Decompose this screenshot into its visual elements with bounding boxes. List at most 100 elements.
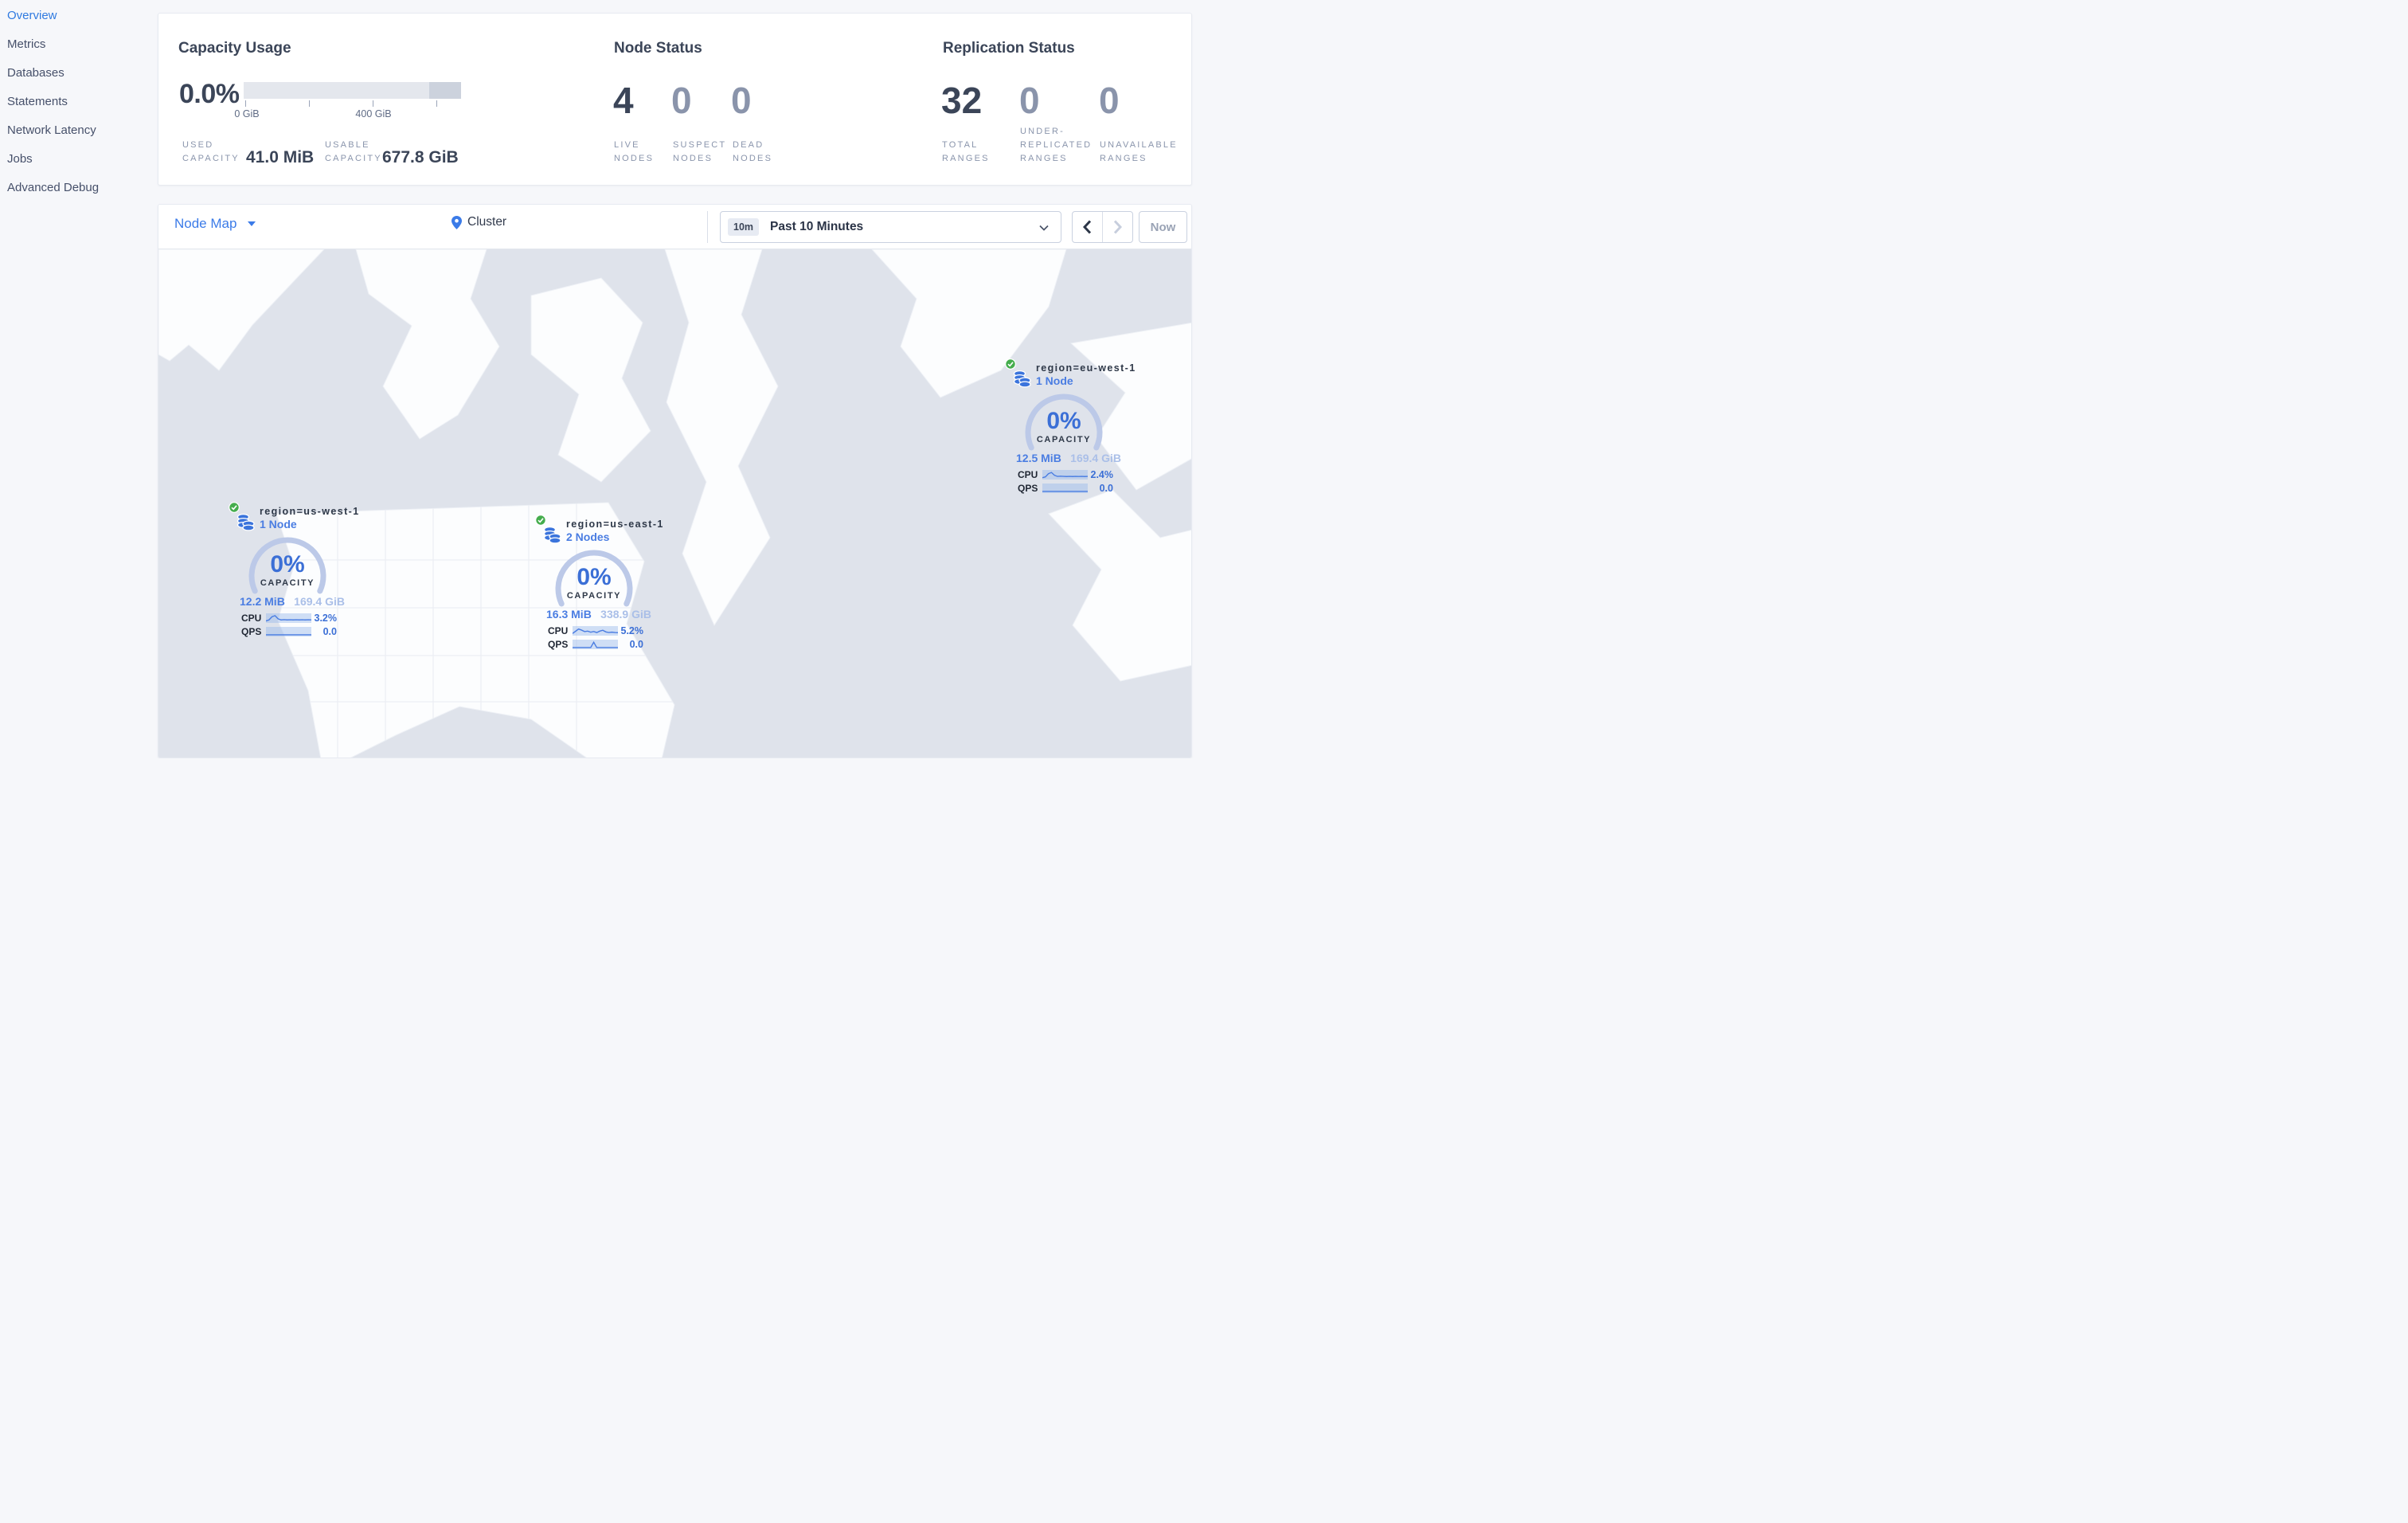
node-map: region=eu-west-1 1 Node 0% CAPACITY 12.5… bbox=[158, 249, 1191, 758]
toolbar-divider bbox=[707, 211, 708, 243]
sidebar-item-overview[interactable]: Overview bbox=[7, 9, 57, 22]
cpu-sparkline bbox=[573, 625, 618, 636]
map-pin-icon bbox=[452, 215, 462, 229]
cpu-label: CPU bbox=[1018, 468, 1038, 480]
capacity-bar bbox=[244, 82, 461, 99]
capacity-gauge-percent: 0% bbox=[270, 551, 305, 577]
previous-time-button[interactable] bbox=[1073, 212, 1102, 242]
suspect-nodes-label: SUSPECT NODES bbox=[673, 139, 727, 163]
axis-tick-label: 0 GiB bbox=[234, 108, 260, 119]
sidebar-item-databases[interactable]: Databases bbox=[7, 66, 64, 80]
sidebar-item-network-latency[interactable]: Network Latency bbox=[7, 123, 96, 137]
sidebar-item-metrics[interactable]: Metrics bbox=[7, 37, 46, 51]
cpu-sparkline bbox=[1042, 469, 1088, 480]
region-total-capacity: 169.4 GiB bbox=[1070, 452, 1121, 464]
capacity-gauge-percent: 0% bbox=[1046, 408, 1081, 434]
region-used-capacity: 16.3 MiB bbox=[546, 608, 592, 621]
node-map-card: Node Map Cluster 10m Past 10 Minutes bbox=[158, 204, 1192, 758]
capacity-usage-title: Capacity Usage bbox=[178, 40, 291, 57]
capacity-gauge-arc bbox=[248, 537, 326, 594]
qps-sparkline bbox=[573, 639, 618, 649]
live-nodes-label: LIVE NODES bbox=[614, 139, 655, 163]
total-ranges-count: 32 bbox=[941, 80, 983, 121]
under-replicated-ranges-count: 0 bbox=[1019, 80, 1040, 121]
sidebar-item-advanced-debug[interactable]: Advanced Debug bbox=[7, 181, 100, 194]
capacity-gauge: 0% CAPACITY bbox=[1022, 391, 1105, 452]
view-selector-dropdown[interactable]: Node Map bbox=[174, 216, 256, 232]
sidebar: Overview Metrics Databases Statements Ne… bbox=[0, 0, 158, 762]
qps-sparkline bbox=[1042, 483, 1088, 493]
cpu-label: CPU bbox=[548, 624, 569, 636]
capacity-bar-reserved-segment bbox=[429, 82, 461, 99]
total-ranges-label: TOTAL RANGES bbox=[942, 139, 990, 163]
database-stack-icon bbox=[236, 513, 256, 536]
next-time-button[interactable] bbox=[1102, 212, 1132, 242]
chevron-down-icon bbox=[1039, 225, 1049, 231]
capacity-gauge-percent: 0% bbox=[577, 564, 612, 590]
qps-value: 0.0 bbox=[322, 625, 337, 637]
chevron-left-icon bbox=[1083, 220, 1092, 234]
capacity-gauge-arc bbox=[1025, 393, 1103, 451]
capacity-gauge: 0% CAPACITY bbox=[246, 534, 329, 595]
healthy-check-icon bbox=[1005, 358, 1016, 374]
used-capacity-label: USED CAPACITY bbox=[182, 139, 240, 163]
capacity-gauge-arc bbox=[555, 550, 633, 607]
now-button[interactable]: Now bbox=[1139, 211, 1187, 243]
capacity-gauge-caption: CAPACITY bbox=[1036, 435, 1092, 444]
region-total-capacity: 338.9 GiB bbox=[600, 608, 651, 621]
region-label: region=eu-west-1 bbox=[1036, 362, 1136, 374]
caret-down-icon bbox=[248, 221, 256, 226]
healthy-check-icon bbox=[535, 515, 546, 530]
sidebar-item-statements[interactable]: Statements bbox=[7, 95, 68, 108]
healthy-check-icon bbox=[229, 502, 240, 517]
time-range-badge: 10m bbox=[728, 218, 760, 236]
sidebar-item-jobs[interactable]: Jobs bbox=[7, 152, 33, 166]
qps-label: QPS bbox=[1018, 482, 1038, 494]
world-map-graphic bbox=[158, 249, 1191, 758]
dead-nodes-label: DEAD NODES bbox=[733, 139, 773, 163]
qps-sparkline bbox=[266, 626, 311, 636]
qps-label: QPS bbox=[241, 625, 262, 637]
live-nodes-count: 4 bbox=[613, 80, 634, 121]
axis-tick bbox=[309, 100, 310, 107]
node-status-title: Node Status bbox=[614, 40, 702, 57]
unavailable-ranges-count: 0 bbox=[1099, 80, 1120, 121]
region-nodes-link[interactable]: 1 Node bbox=[260, 518, 297, 531]
region-used-capacity: 12.5 MiB bbox=[1016, 452, 1061, 464]
capacity-used-percent: 0.0% bbox=[179, 79, 240, 109]
chevron-right-icon bbox=[1113, 220, 1122, 234]
time-range-dropdown[interactable]: 10m Past 10 Minutes bbox=[720, 211, 1061, 243]
replication-status-title: Replication Status bbox=[943, 40, 1075, 57]
dead-nodes-count: 0 bbox=[731, 80, 752, 121]
region-total-capacity: 169.4 GiB bbox=[294, 595, 345, 608]
unavailable-ranges-label: UNAVAILABLE RANGES bbox=[1100, 139, 1178, 163]
region-label: region=us-east-1 bbox=[566, 519, 664, 530]
time-step-buttons bbox=[1072, 211, 1133, 243]
cpu-value: 2.4% bbox=[1090, 468, 1114, 480]
cpu-value: 3.2% bbox=[314, 612, 338, 624]
breadcrumb-label: Cluster bbox=[467, 215, 507, 229]
cpu-value: 5.2% bbox=[620, 624, 644, 636]
suspect-nodes-count: 0 bbox=[671, 80, 692, 121]
qps-label: QPS bbox=[548, 638, 569, 650]
region-nodes-link[interactable]: 1 Node bbox=[1036, 374, 1073, 387]
axis-tick bbox=[245, 100, 246, 107]
cpu-sparkline bbox=[266, 613, 311, 623]
qps-value: 0.0 bbox=[1099, 482, 1113, 494]
database-stack-icon bbox=[1013, 370, 1032, 393]
capacity-gauge-caption: CAPACITY bbox=[260, 578, 315, 588]
breadcrumb[interactable]: Cluster bbox=[452, 215, 506, 229]
usable-capacity-label: USABLE CAPACITY bbox=[325, 139, 382, 163]
qps-value: 0.0 bbox=[629, 638, 643, 650]
capacity-gauge: 0% CAPACITY bbox=[553, 547, 635, 608]
time-range-label: Past 10 Minutes bbox=[770, 220, 864, 233]
map-toolbar: Node Map Cluster 10m Past 10 Minutes bbox=[158, 205, 1191, 249]
region-nodes-link[interactable]: 2 Nodes bbox=[566, 531, 610, 543]
used-capacity-value: 41.0 MiB bbox=[246, 148, 315, 166]
capacity-gauge-caption: CAPACITY bbox=[566, 591, 622, 601]
axis-tick bbox=[436, 100, 437, 107]
axis-tick-label: 400 GiB bbox=[355, 108, 392, 119]
view-selector-label: Node Map bbox=[174, 216, 237, 231]
cpu-label: CPU bbox=[241, 612, 262, 624]
under-replicated-ranges-label: UNDER- REPLICATED RANGES bbox=[1020, 126, 1093, 163]
